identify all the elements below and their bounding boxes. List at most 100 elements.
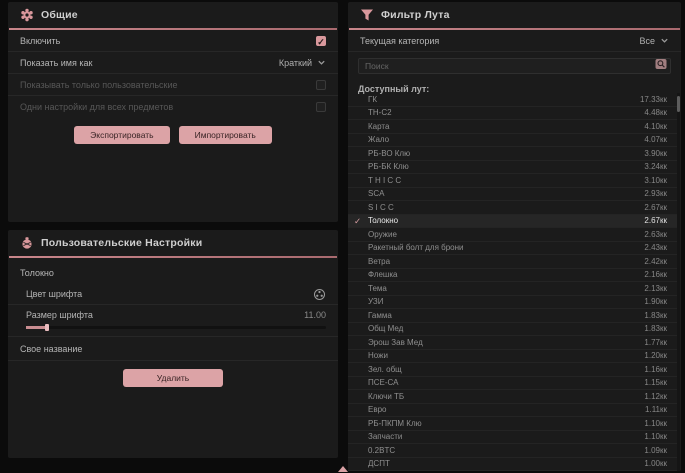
search-input[interactable] — [358, 58, 671, 74]
loot-item-row[interactable]: Ракетный болт для брони 2.43кк — [348, 242, 677, 255]
available-loot-label: Доступный лут: — [358, 84, 430, 94]
category-label: Текущая категория — [360, 35, 440, 46]
loot-filter-panel: Фильтр Лута Текущая категория Все Доступ… — [348, 2, 681, 471]
loot-item-row[interactable]: ГК 17.33кк — [348, 93, 677, 107]
loot-item-value: 2.13кк — [644, 283, 667, 293]
font-size-label: Размер шрифта — [26, 309, 93, 320]
general-panel: Общие Включить ✓ Показать имя как Кратки… — [8, 2, 338, 222]
only-custom-row: Показывать только пользовательские — [8, 74, 338, 96]
only-custom-checkbox[interactable] — [316, 79, 326, 90]
selected-item-name: Толокно — [20, 268, 54, 278]
custom-name-label: Свое название — [20, 343, 83, 354]
enable-checkbox[interactable]: ✓ — [316, 35, 326, 47]
loot-item-value: 2.67кк — [644, 216, 667, 226]
loot-item-name: Эрош Зав Мед — [368, 337, 423, 347]
loot-item-row[interactable]: Тема 2.13кк — [348, 282, 677, 296]
loot-item-name: Ветра — [368, 256, 391, 266]
loot-item-value: 2.67кк — [644, 202, 667, 212]
loot-item-name: ТН-С2 — [368, 108, 392, 118]
loot-item-value: 3.24кк — [644, 162, 667, 172]
loot-item-row[interactable]: Зел. общ 1.16кк — [348, 363, 677, 377]
loot-item-name: Общ Мед — [368, 324, 404, 334]
show-name-as-select[interactable]: Краткий — [279, 58, 326, 68]
loot-item-name: Карта — [368, 121, 390, 131]
chevron-down-icon — [661, 38, 668, 43]
loot-item-row[interactable]: T H I C C 3.10кк — [348, 174, 677, 188]
loot-item-name: T H I C C — [368, 175, 402, 185]
loot-item-value: 1.83кк — [644, 310, 667, 320]
loot-item-row[interactable]: Флешка 2.16кк — [348, 269, 677, 282]
import-button[interactable]: Импортировать — [178, 126, 272, 144]
slider-fill — [26, 326, 46, 329]
loot-item-name: Гамма — [368, 310, 392, 320]
loot-item-value: 3.90кк — [644, 148, 667, 158]
loot-item-value: 4.07кк — [644, 135, 667, 145]
loot-item-row[interactable]: ДСПТ 1.00кк — [348, 458, 677, 471]
bottom-arrow-indicator[interactable] — [338, 466, 348, 472]
font-size-slider[interactable] — [26, 324, 326, 332]
loot-item-row[interactable]: Ножи 1.20кк — [348, 350, 677, 363]
custom-name-row[interactable]: Свое название — [8, 337, 338, 361]
slider-thumb[interactable] — [45, 324, 49, 331]
user-settings-panel: Пользовательские Настройки Толокно Цвет … — [8, 230, 338, 458]
loot-item-name: SCA — [368, 189, 385, 199]
chevron-down-icon — [318, 60, 325, 65]
loot-item-name: Ножи — [368, 351, 388, 361]
loot-item-name: Евро — [368, 405, 387, 415]
slider-track — [26, 326, 326, 329]
loot-item-name: РБ-ПКПМ Клю — [368, 418, 422, 428]
loot-item-row[interactable]: РБ-ПКПМ Клю 1.10кк — [348, 417, 677, 431]
loot-item-row[interactable]: ТН-С2 4.48кк — [348, 107, 677, 120]
loot-item-row[interactable]: Запчасти 1.10кк — [348, 431, 677, 444]
selected-check-icon: ✓ — [354, 215, 362, 226]
loot-filter-header: Фильтр Лута — [348, 2, 681, 28]
loot-item-row[interactable]: Ветра 2.42кк — [348, 255, 677, 269]
loot-item-row[interactable]: Ключи ТБ 1.12кк — [348, 390, 677, 404]
same-settings-label: Одни настройки для всех предметов — [20, 102, 174, 112]
loot-item-row[interactable]: РБ-ВО Клю 3.90кк — [348, 147, 677, 161]
show-name-as-label: Показать имя как — [20, 57, 93, 68]
loot-item-name: Ключи ТБ — [368, 391, 405, 401]
loot-item-name: 0.2BTC — [368, 445, 396, 455]
loot-item-row[interactable]: Оружие 2.63кк — [348, 228, 677, 242]
loot-item-value: 1.00кк — [644, 459, 667, 469]
loot-item-row[interactable]: 0.2BTC 1.09кк — [348, 444, 677, 458]
color-wheel-icon[interactable] — [313, 288, 326, 301]
loot-item-row[interactable]: ✓ Толокно 2.67кк — [348, 214, 677, 228]
loot-item-row[interactable]: ПСЕ-СА 1.15кк — [348, 377, 677, 390]
loot-item-name: ДСПТ — [368, 459, 390, 469]
scrollbar-thumb[interactable] — [677, 96, 680, 112]
general-panel-title: Общие — [41, 9, 78, 21]
loot-item-row[interactable]: Жало 4.07кк — [348, 134, 677, 147]
loot-filter-title: Фильтр Лута — [381, 9, 450, 21]
font-size-value: 11.00 — [304, 309, 326, 320]
delete-button[interactable]: Удалить — [122, 369, 224, 387]
loot-item-row[interactable]: Эрош Зав Мед 1.77кк — [348, 336, 677, 350]
loot-item-name: УЗИ — [368, 297, 384, 307]
loot-item-row[interactable]: SCA 2.93кк — [348, 188, 677, 201]
loot-item-name: РБ-БК Клю — [368, 162, 409, 172]
loot-item-value: 2.63кк — [644, 229, 667, 239]
user-settings-icon — [22, 237, 32, 249]
search-icon[interactable] — [655, 58, 667, 70]
loot-item-row[interactable]: Карта 4.10кк — [348, 120, 677, 134]
show-name-as-row: Показать имя как Краткий — [8, 52, 338, 74]
loot-item-row[interactable]: УЗИ 1.90кк — [348, 296, 677, 309]
loot-item-row[interactable]: Общ Мед 1.83кк — [348, 323, 677, 336]
export-button[interactable]: Экспортировать — [74, 126, 170, 144]
funnel-icon — [361, 9, 373, 21]
loot-item-value: 2.43кк — [644, 243, 667, 253]
loot-item-row[interactable]: S I C C 2.67кк — [348, 201, 677, 215]
loot-item-row[interactable]: Евро 1.11кк — [348, 404, 677, 417]
gear-icon — [21, 8, 33, 22]
loot-item-row[interactable]: РБ-БК Клю 3.24кк — [348, 161, 677, 174]
loot-item-row[interactable]: Гамма 1.83кк — [348, 309, 677, 323]
category-select[interactable]: Все — [639, 36, 669, 46]
same-settings-checkbox[interactable] — [316, 102, 326, 112]
loot-item-value: 1.10кк — [644, 418, 667, 428]
loot-list-scrollbar[interactable] — [677, 93, 680, 471]
loot-item-name: Тема — [368, 283, 387, 293]
divider — [8, 336, 338, 337]
loot-item-name: Запчасти — [368, 432, 403, 442]
loot-item-value: 1.90кк — [644, 297, 667, 307]
